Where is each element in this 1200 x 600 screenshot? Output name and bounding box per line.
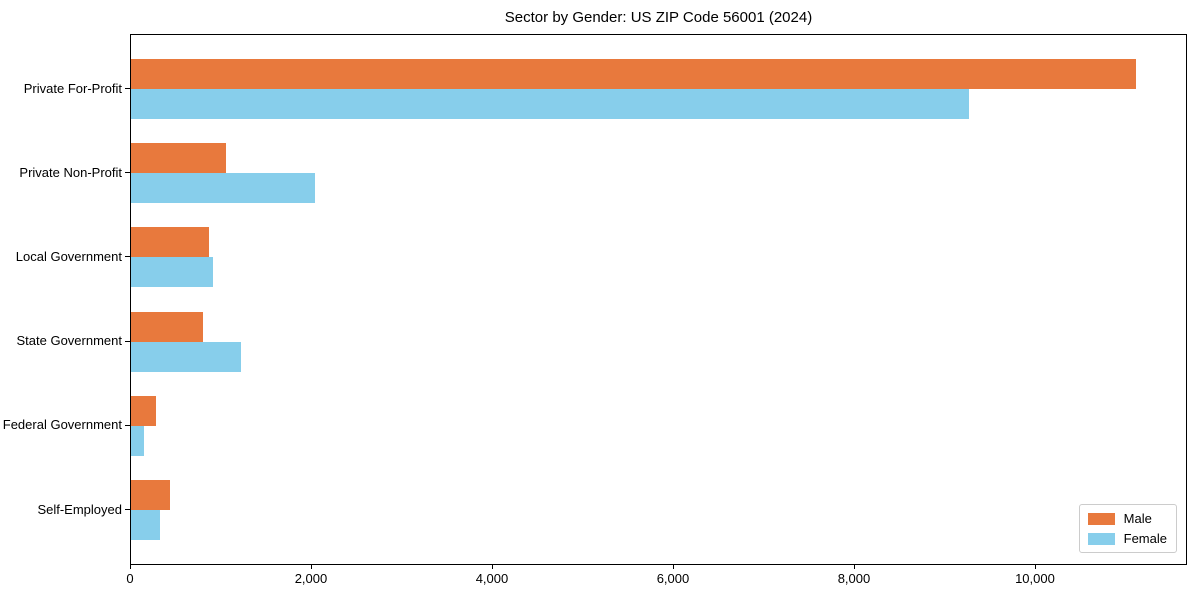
y-tick-mark (125, 256, 130, 258)
bar-female-federal-government (131, 425, 145, 456)
bar-female-private-for-profit (131, 89, 969, 119)
y-tick-label-self-employed: Self-Employed (37, 501, 122, 517)
y-tick-label-private-for-profit: Private For-Profit (23, 80, 122, 96)
legend-swatch-male (1087, 512, 1115, 525)
bar-female-local-government (131, 257, 213, 288)
x-tick-label-10-000: 10,000 (1015, 571, 1055, 586)
y-tick-mark (125, 172, 130, 174)
bar-male-self-employed (131, 480, 170, 510)
bar-male-private-for-profit (131, 59, 1136, 89)
legend-item-male: Male (1087, 511, 1167, 526)
chart-title: Sector by Gender: US ZIP Code 56001 (202… (504, 9, 813, 26)
y-tick-label-private-non-profit: Private Non-Profit (19, 164, 122, 180)
legend-label-male: Male (1123, 511, 1152, 526)
x-tick-mark (672, 565, 674, 569)
legend-label-female: Female (1123, 531, 1167, 546)
x-tick-label-2-000: 2,000 (294, 571, 328, 586)
x-tick-mark (130, 565, 131, 569)
x-tick-mark (491, 565, 493, 569)
bar-male-state-government (131, 311, 203, 342)
bar-female-state-government (131, 341, 241, 372)
y-tick-label-federal-government: Federal Government (2, 417, 122, 433)
legend-swatch-female (1087, 532, 1115, 545)
x-tick-mark (310, 565, 312, 569)
x-tick-mark (1034, 565, 1036, 569)
x-tick-mark (853, 565, 855, 569)
x-tick-label-0: 0 (126, 571, 134, 586)
bar-male-private-non-profit (131, 143, 226, 174)
bar-male-federal-government (131, 395, 156, 426)
legend: Male Female (1078, 504, 1177, 553)
bar-female-self-employed (131, 510, 160, 540)
y-tick-mark (125, 340, 130, 342)
x-tick-label-6-000: 6,000 (656, 571, 690, 586)
y-tick-label-local-government: Local Government (15, 248, 122, 264)
bar-female-private-non-profit (131, 173, 315, 204)
y-tick-mark (125, 424, 130, 426)
y-tick-mark (125, 88, 130, 89)
bar-male-local-government (131, 227, 209, 258)
x-tick-label-8-000: 8,000 (837, 571, 871, 586)
x-tick-label-4-000: 4,000 (475, 571, 509, 586)
legend-item-female: Female (1087, 531, 1167, 546)
y-tick-label-state-government: State Government (16, 333, 123, 349)
plot-area: Male Female (130, 34, 1187, 565)
y-tick-mark (125, 509, 130, 510)
